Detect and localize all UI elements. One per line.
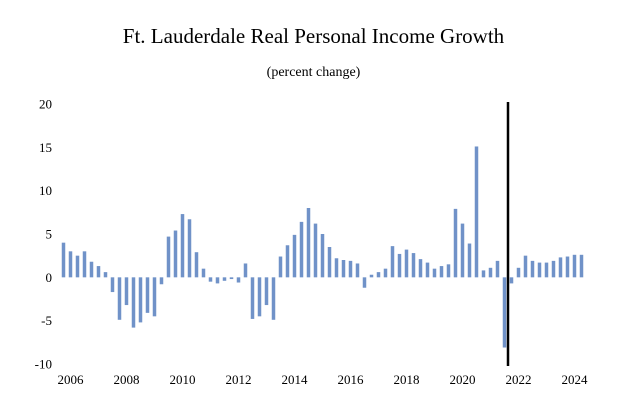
bar — [474, 146, 479, 278]
x-tick-label: 2008 — [114, 372, 140, 387]
y-tick-label: 10 — [39, 183, 52, 198]
chart-title: Ft. Lauderdale Real Personal Income Grow… — [122, 24, 505, 48]
bar — [334, 258, 339, 278]
bar — [516, 267, 521, 278]
bar — [460, 223, 465, 278]
bar — [306, 208, 311, 278]
x-tick-label: 2014 — [282, 372, 309, 387]
bar — [117, 277, 122, 320]
bar — [61, 242, 66, 278]
bar — [285, 245, 290, 278]
bar — [453, 208, 458, 278]
bar — [257, 277, 262, 317]
bar — [390, 246, 395, 278]
bar — [383, 268, 388, 278]
y-tick-label: 20 — [39, 97, 52, 112]
bar — [82, 251, 87, 278]
y-axis: 20 15 10 5 0 -5 -10 — [35, 97, 52, 372]
bar — [544, 262, 549, 278]
bar — [376, 272, 381, 278]
bar — [103, 272, 108, 278]
x-tick-label: 2018 — [394, 372, 420, 387]
bar — [201, 268, 206, 278]
bar — [495, 260, 500, 278]
bar — [89, 261, 94, 278]
bar — [502, 277, 507, 348]
bar — [467, 243, 472, 278]
bar — [404, 249, 409, 278]
bar — [208, 277, 213, 282]
bar — [565, 256, 570, 278]
y-tick-label: -10 — [35, 357, 52, 372]
bar — [341, 260, 346, 278]
bar — [173, 230, 178, 278]
bar — [432, 268, 437, 278]
x-tick-label: 2012 — [226, 372, 252, 387]
bar — [488, 267, 493, 278]
bar — [439, 266, 444, 278]
bar — [215, 277, 220, 284]
bar — [362, 277, 367, 288]
bar — [411, 253, 416, 278]
bar — [236, 277, 241, 283]
bar — [292, 234, 297, 278]
bar — [572, 254, 577, 278]
bar — [327, 247, 332, 278]
bar — [180, 214, 185, 278]
x-tick-label: 2020 — [450, 372, 476, 387]
chart-subtitle: (percent change) — [266, 65, 361, 80]
bar — [558, 257, 563, 278]
bar — [320, 234, 325, 278]
bar — [124, 277, 129, 306]
x-axis: 2006 2008 2010 2012 2014 2016 2018 2020 2022 2024 — [58, 372, 589, 387]
bar — [145, 277, 150, 313]
bar — [96, 266, 101, 278]
bar — [152, 277, 157, 317]
bar — [418, 259, 423, 278]
bar — [369, 274, 374, 278]
bar — [159, 277, 164, 285]
bar — [579, 254, 584, 278]
x-tick-label: 2006 — [58, 372, 85, 387]
bar — [537, 262, 542, 278]
bar — [187, 219, 192, 278]
bar — [446, 264, 451, 278]
bar — [250, 277, 255, 319]
x-tick-label: 2016 — [338, 372, 365, 387]
bar — [481, 270, 486, 278]
x-tick-label: 2022 — [506, 372, 532, 387]
bar — [194, 252, 199, 278]
bar — [523, 255, 528, 278]
bar — [397, 253, 402, 278]
bars — [61, 146, 584, 348]
bar — [166, 236, 171, 278]
y-tick-label: 5 — [46, 227, 53, 242]
bar — [138, 277, 143, 323]
bar — [75, 255, 80, 278]
bar — [299, 221, 304, 278]
bar — [271, 277, 276, 320]
bar — [313, 223, 318, 278]
y-tick-label: 0 — [46, 270, 53, 285]
bar — [278, 256, 283, 278]
bar — [425, 262, 430, 278]
bar — [229, 277, 234, 280]
bar — [243, 263, 248, 278]
bar — [509, 277, 514, 284]
bar — [355, 263, 360, 278]
bar — [551, 260, 556, 278]
bar — [131, 277, 136, 328]
bar — [222, 277, 227, 281]
bar — [110, 277, 115, 293]
y-tick-label: 15 — [39, 140, 52, 155]
y-tick-label: -5 — [41, 313, 52, 328]
x-tick-label: 2010 — [170, 372, 196, 387]
bar — [68, 251, 73, 278]
x-tick-label: 2024 — [562, 372, 589, 387]
bar — [348, 260, 353, 278]
bar — [530, 260, 535, 278]
bar — [264, 277, 269, 306]
